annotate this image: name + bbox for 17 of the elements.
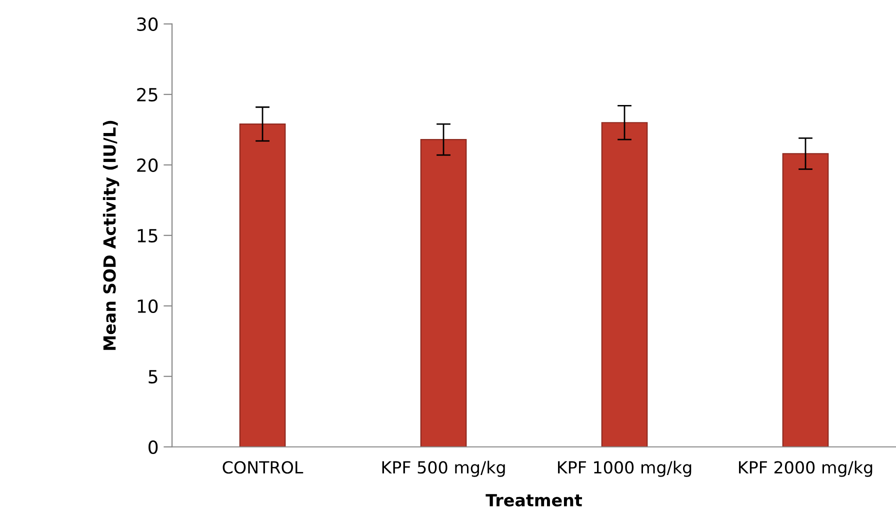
x-axis-title: Treatment <box>486 494 582 506</box>
y-tick-label: 15 <box>138 229 158 243</box>
x-tick-label: KPF 500 mg/kg <box>382 460 505 477</box>
x-tick-label: KPF 2000 mg/kg <box>739 460 872 477</box>
x-tick-label: KPF 1000 mg/kg <box>558 460 692 477</box>
bar <box>601 122 648 447</box>
y-tick-label: 5 <box>148 370 158 384</box>
bar <box>420 138 467 447</box>
y-tick-label: 20 <box>137 158 158 172</box>
bar <box>239 123 286 447</box>
y-tick-label: 0 <box>148 440 158 454</box>
y-axis-title: Mean SOD Activity (IU/L) <box>102 120 120 350</box>
x-tick-label: CONTROL <box>222 461 304 474</box>
bar <box>782 153 829 447</box>
y-tick-label: 10 <box>138 299 158 314</box>
y-tick-label: 30 <box>137 17 158 32</box>
y-tick-label: 25 <box>137 88 158 102</box>
